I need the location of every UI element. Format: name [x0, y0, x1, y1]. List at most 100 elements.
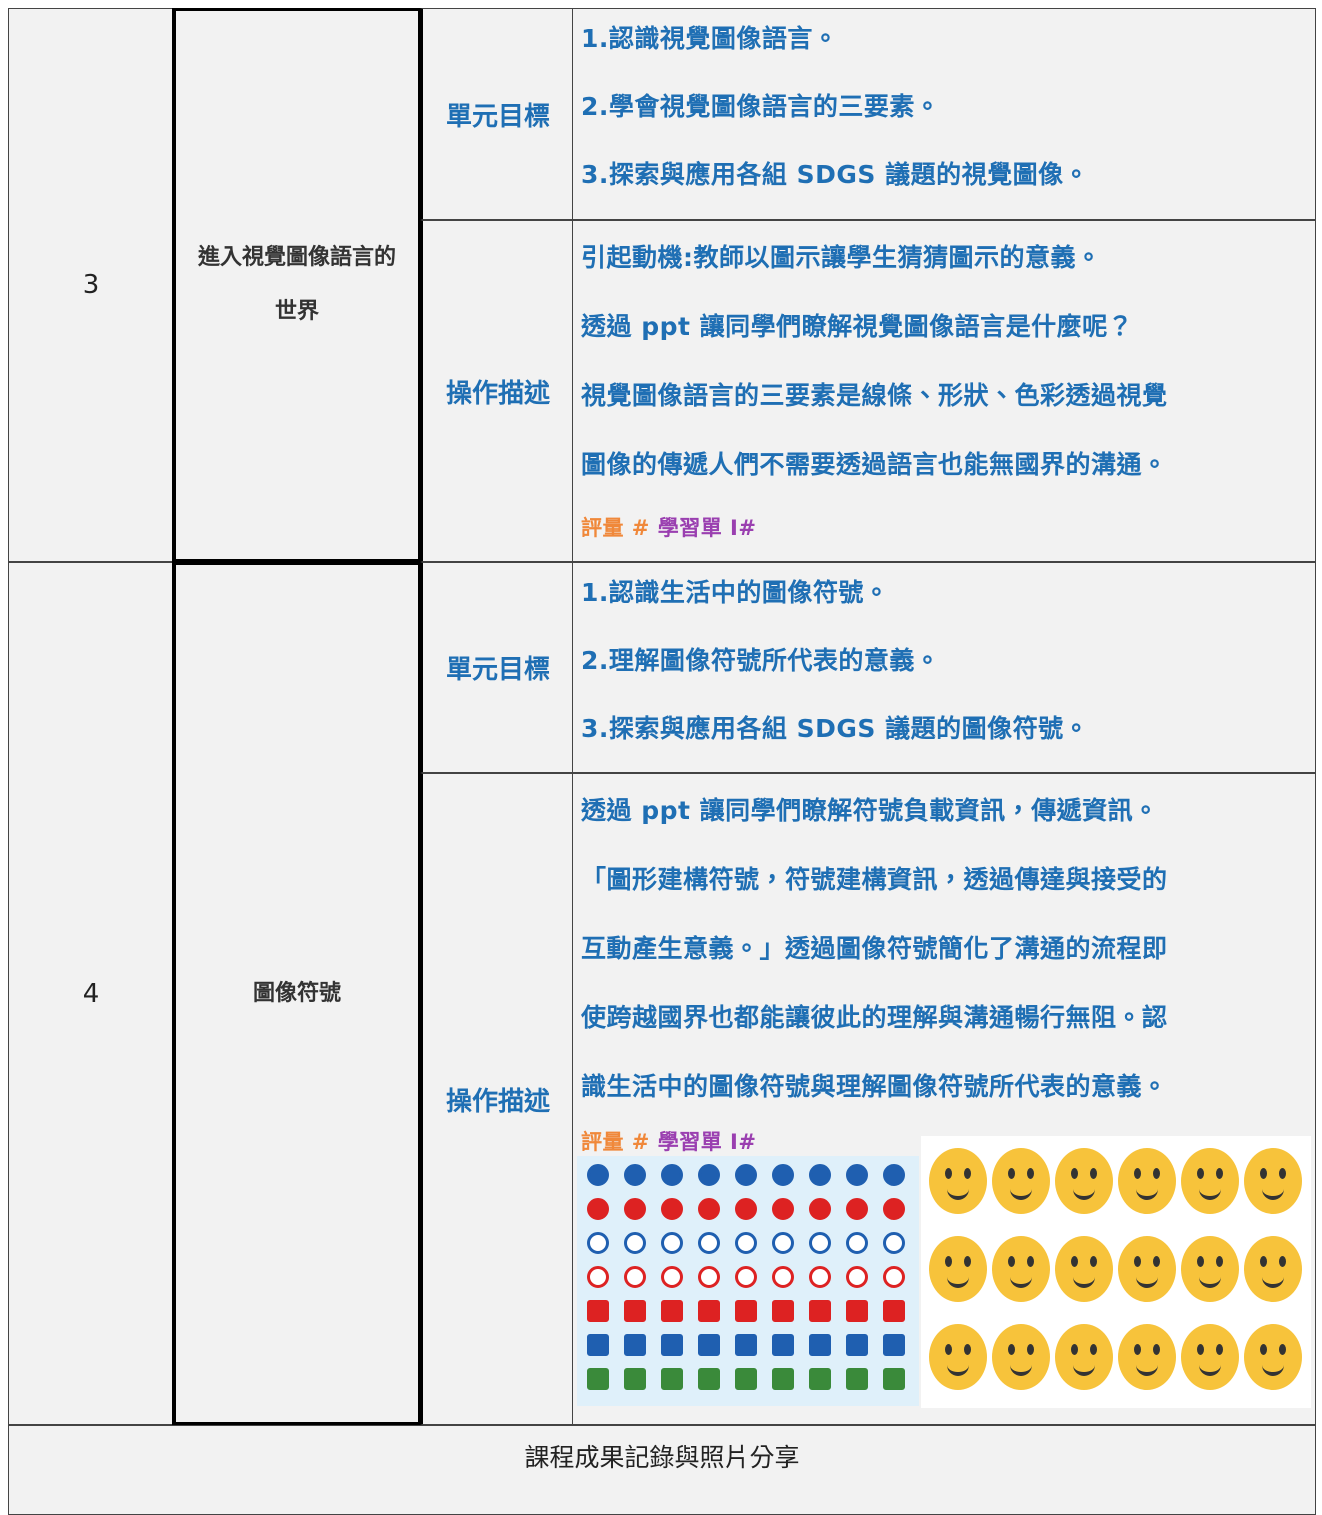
sign-icon	[587, 1368, 609, 1390]
emoji-eye	[1260, 1256, 1267, 1267]
sign-icon	[772, 1232, 794, 1254]
emoji-eye	[1008, 1344, 1015, 1355]
sign-icon	[846, 1334, 868, 1356]
emoji-eye	[1134, 1344, 1141, 1355]
emoji-image	[921, 1136, 1311, 1408]
emoji-mouth	[1199, 1188, 1221, 1200]
emoji-face	[1055, 1148, 1113, 1214]
sign-icon	[883, 1266, 905, 1288]
assessment-sheet: 學習單 I#	[657, 1130, 757, 1154]
sign-icon	[698, 1198, 720, 1220]
assessment: 評量 # 學習單 I#	[581, 1126, 756, 1156]
emoji-eye	[1197, 1168, 1204, 1179]
emoji-mouth	[1136, 1364, 1158, 1376]
emoji-face	[992, 1324, 1050, 1390]
emoji-eye	[964, 1344, 971, 1355]
ops-label: 操作描述	[420, 773, 574, 1425]
emoji-mouth	[1010, 1276, 1032, 1288]
emoji-eye	[1279, 1344, 1286, 1355]
emoji-face	[1118, 1324, 1176, 1390]
sign-icon	[624, 1300, 646, 1322]
emoji-eye	[1216, 1344, 1223, 1355]
sign-icon	[661, 1300, 683, 1322]
ops-cell: 引起動機:教師以圖示讓學生猜猜圖示的意義。 透過 ppt 讓同學們瞭解視覺圖像語言…	[572, 220, 1316, 562]
row-topic: 進入視覺圖像語言的世界	[197, 245, 396, 324]
ops-label: 操作描述	[420, 220, 574, 562]
emoji-eye	[1071, 1168, 1078, 1179]
emoji-eye	[1134, 1168, 1141, 1179]
sign-icon	[883, 1198, 905, 1220]
sign-icon	[661, 1164, 683, 1186]
assessment-label: 評量 #	[581, 516, 650, 540]
emoji-eye	[1090, 1256, 1097, 1267]
assessment-sheet: 學習單 I#	[657, 516, 757, 540]
emoji-eye	[1027, 1256, 1034, 1267]
emoji-eye	[945, 1168, 952, 1179]
sign-icon	[846, 1164, 868, 1186]
emoji-face	[1055, 1236, 1113, 1302]
emoji-face	[1181, 1236, 1239, 1302]
emoji-mouth	[1199, 1364, 1221, 1376]
goal-text: 3.探索與應用各組 SDGS 議題的視覺圖像。	[581, 160, 1090, 189]
emoji-mouth	[1262, 1364, 1284, 1376]
goals-label: 單元目標	[420, 562, 574, 773]
emoji-eye	[1071, 1256, 1078, 1267]
sign-icon	[735, 1232, 757, 1254]
sign-icon	[661, 1368, 683, 1390]
emoji-eye	[964, 1168, 971, 1179]
sign-icon	[698, 1164, 720, 1186]
sign-icon	[809, 1164, 831, 1186]
sign-icon	[624, 1368, 646, 1390]
goals-label: 單元目標	[420, 8, 574, 220]
emoji-eye	[964, 1256, 971, 1267]
emoji-mouth	[1199, 1276, 1221, 1288]
emoji-eye	[1279, 1168, 1286, 1179]
sign-icon	[661, 1198, 683, 1220]
sign-icon	[772, 1164, 794, 1186]
goals-cell: 1.認識視覺圖像語言。 2.學會視覺圖像語言的三要素。 3.探索與應用各組 SDGS…	[572, 8, 1316, 220]
sign-icon	[883, 1164, 905, 1186]
footer: 課程成果記錄與照片分享	[8, 1425, 1316, 1515]
emoji-face	[929, 1148, 987, 1214]
op-text: 視覺圖像語言的三要素是線條、形狀、色彩透過視覺	[581, 381, 1168, 410]
op-text: 互動產生意義。」透過圖像符號簡化了溝通的流程即	[581, 934, 1168, 963]
emoji-face	[929, 1236, 987, 1302]
op-text: 圖像的傳遞人們不需要透過語言也能無國界的溝通。	[581, 450, 1168, 479]
sign-icon	[587, 1300, 609, 1322]
goal-text: 3.探索與應用各組 SDGS 議題的圖像符號。	[581, 714, 1090, 743]
sign-icon	[624, 1198, 646, 1220]
emoji-face	[1118, 1236, 1176, 1302]
emoji-face	[1244, 1324, 1302, 1390]
sign-icon	[809, 1300, 831, 1322]
sign-icon	[698, 1266, 720, 1288]
emoji-eye	[945, 1256, 952, 1267]
goal-text: 1.認識生活中的圖像符號。	[581, 578, 890, 607]
sign-icon	[772, 1266, 794, 1288]
goal-text: 2.學會視覺圖像語言的三要素。	[581, 92, 941, 121]
row-topic-cell: 圖像符號	[172, 562, 422, 1425]
sign-icon	[883, 1368, 905, 1390]
sign-icon	[883, 1232, 905, 1254]
sign-icon	[698, 1300, 720, 1322]
emoji-face	[1244, 1236, 1302, 1302]
sign-icon	[809, 1232, 831, 1254]
emoji-mouth	[1010, 1188, 1032, 1200]
sign-icon	[587, 1198, 609, 1220]
sign-icon	[809, 1198, 831, 1220]
sign-icon	[735, 1368, 757, 1390]
sign-icon	[698, 1232, 720, 1254]
sign-icon	[735, 1300, 757, 1322]
emoji-mouth	[1136, 1276, 1158, 1288]
emoji-eye	[1090, 1344, 1097, 1355]
sign-icon	[661, 1266, 683, 1288]
row-topic: 圖像符號	[252, 980, 341, 1006]
emoji-eye	[1279, 1256, 1286, 1267]
sign-icon	[772, 1198, 794, 1220]
emoji-eye	[1260, 1344, 1267, 1355]
sign-icon	[846, 1300, 868, 1322]
emoji-face	[1244, 1148, 1302, 1214]
sign-icon	[735, 1334, 757, 1356]
sign-icon	[624, 1164, 646, 1186]
op-text: 「圖形建構符號，符號建構資訊，透過傳達與接受的	[581, 865, 1168, 894]
